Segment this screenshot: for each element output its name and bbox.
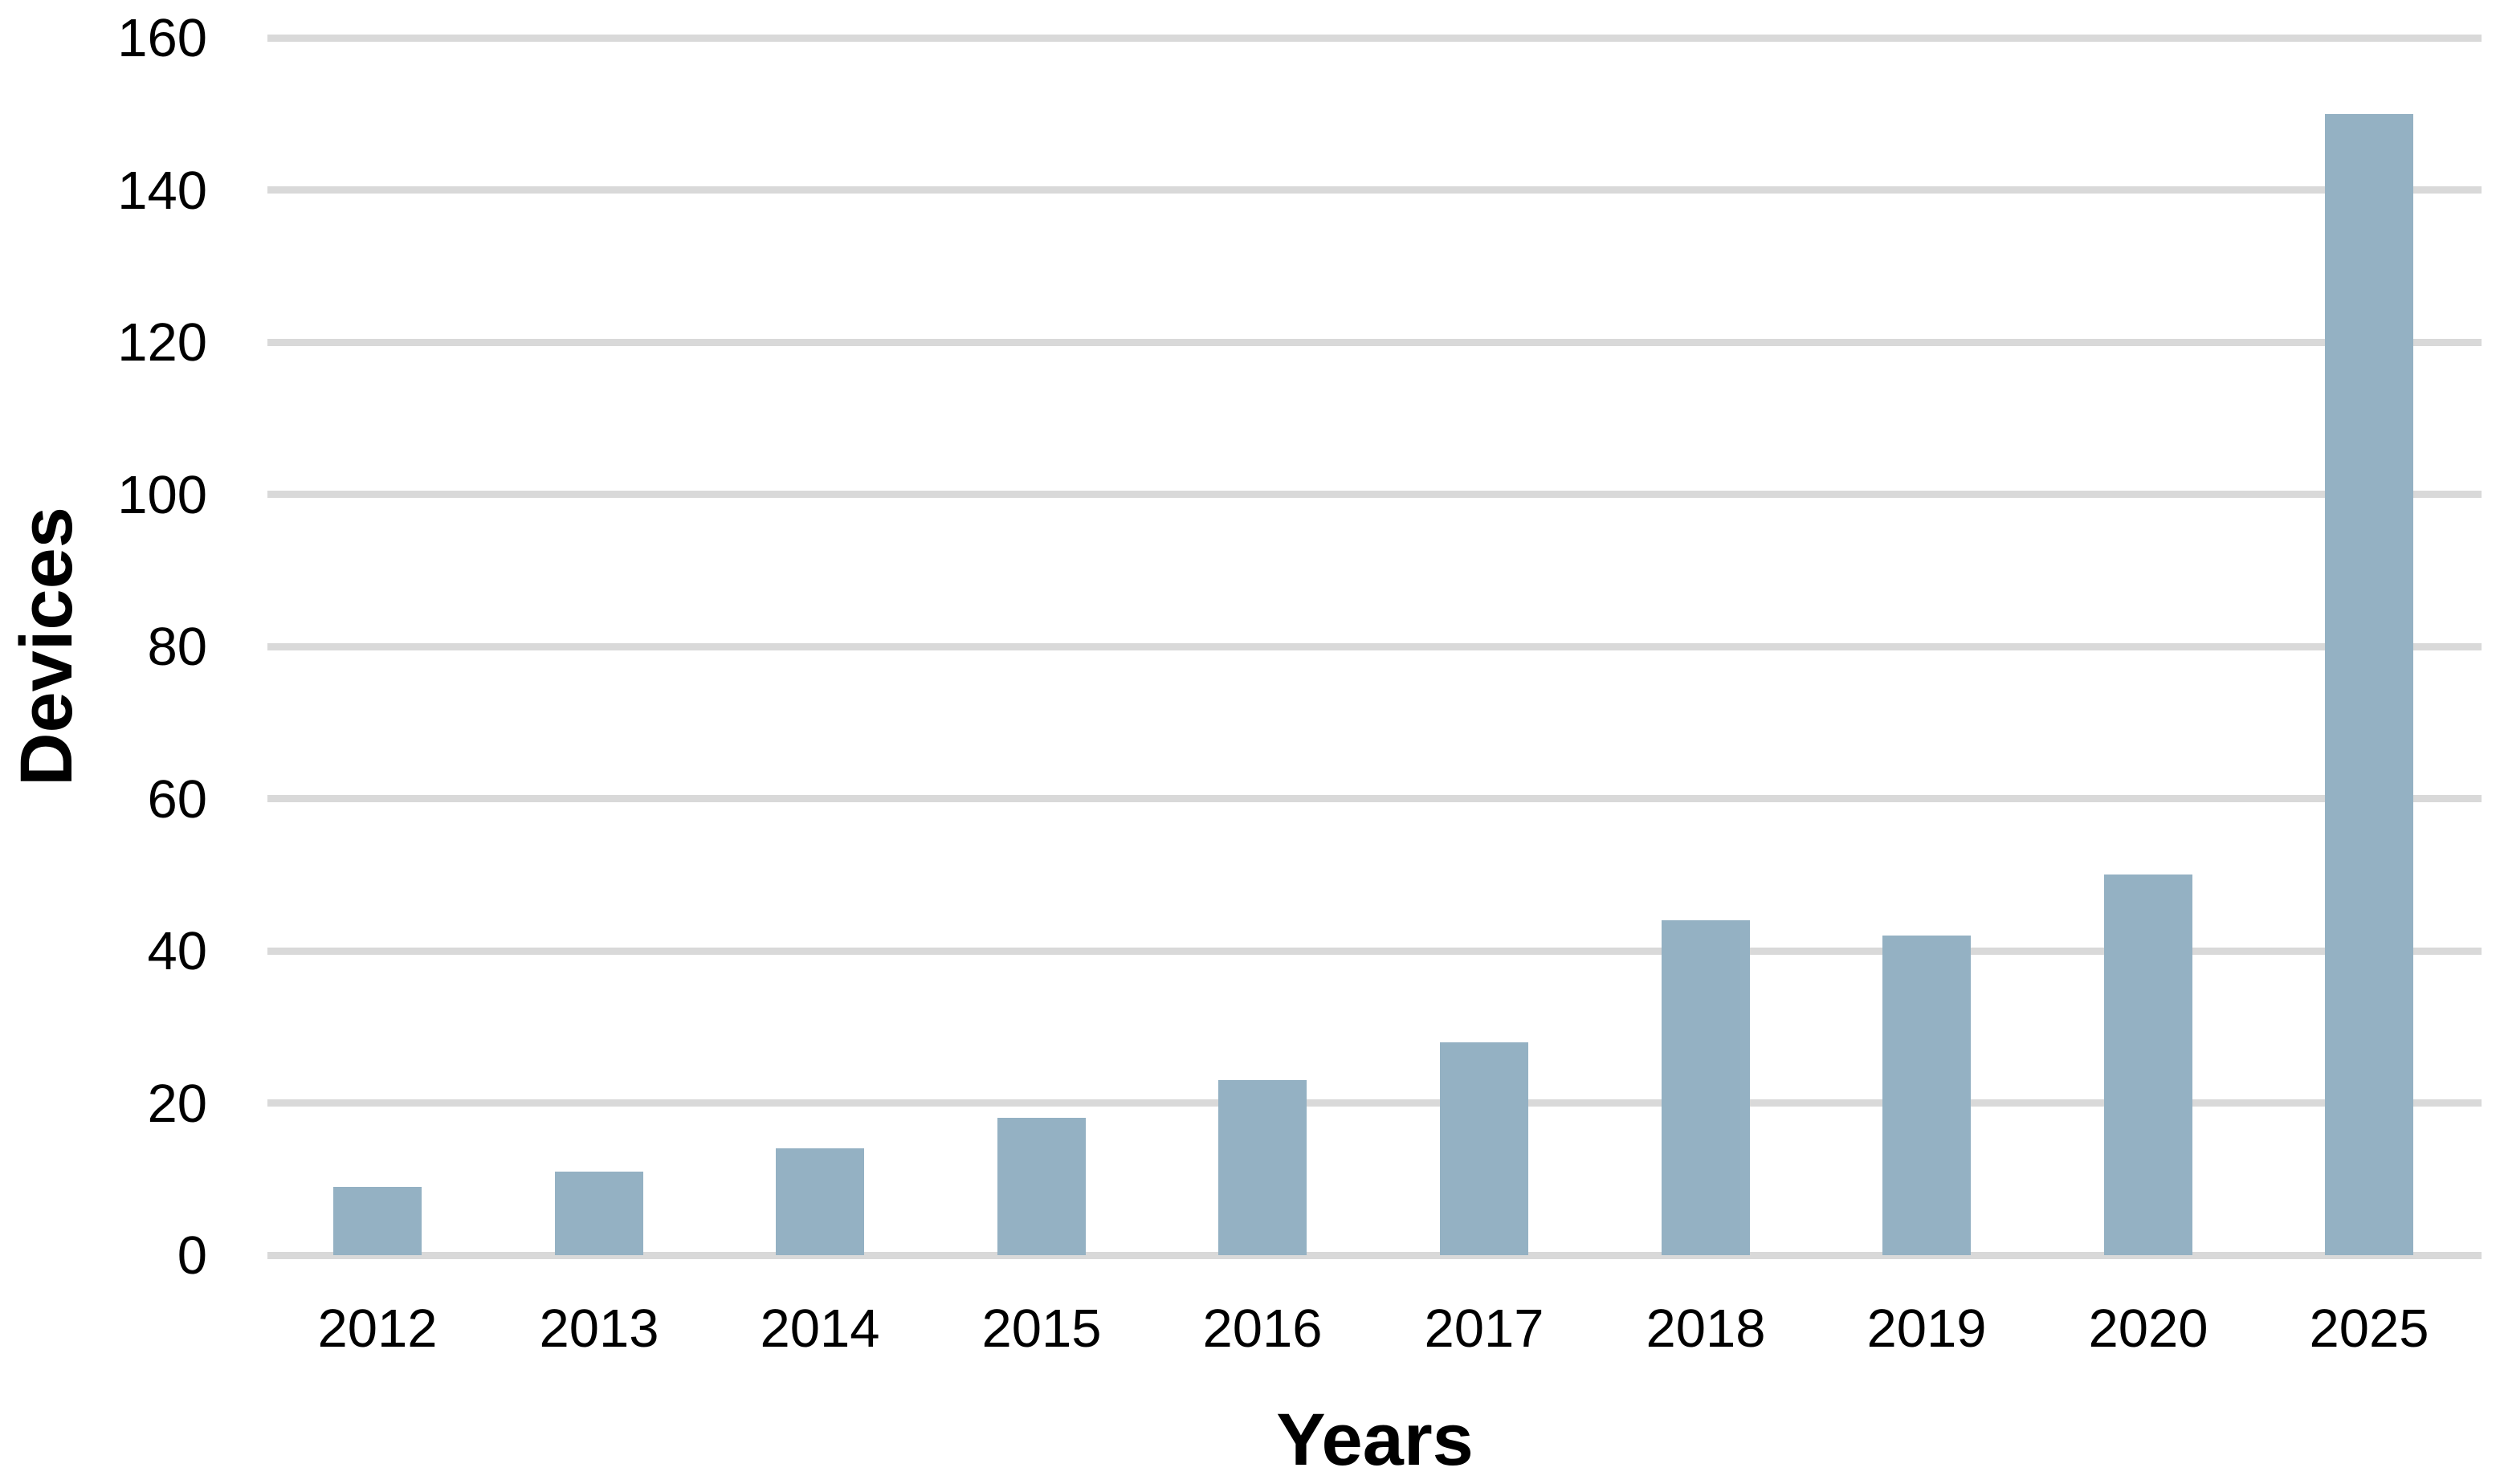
bar-2020	[2104, 874, 2192, 1255]
y-tick-label-160: 160	[117, 8, 207, 68]
bar-2012	[333, 1187, 422, 1255]
gridline-y-40	[267, 948, 2482, 955]
x-tick-label-2025: 2025	[2309, 1298, 2429, 1359]
gridline-y-160	[267, 35, 2482, 42]
y-tick-label-60: 60	[147, 769, 207, 830]
bar-2013	[555, 1172, 643, 1255]
bar-2019	[1882, 936, 1971, 1255]
y-tick-label-120: 120	[117, 312, 207, 373]
y-tick-label-80: 80	[147, 617, 207, 677]
gridline-y-0	[267, 1252, 2482, 1259]
y-tick-label-20: 20	[147, 1074, 207, 1134]
x-tick-label-2016: 2016	[1202, 1298, 1323, 1359]
y-axis-title: Devices	[6, 507, 88, 786]
x-tick-label-2017: 2017	[1424, 1298, 1544, 1359]
gridline-y-120	[267, 339, 2482, 346]
bar-2017	[1440, 1042, 1528, 1255]
x-tick-label-2019: 2019	[1866, 1298, 1987, 1359]
bar-2025	[2325, 114, 2413, 1255]
y-tick-label-140: 140	[117, 161, 207, 221]
bar-2014	[776, 1148, 864, 1255]
gridline-y-80	[267, 643, 2482, 650]
bar-2016	[1218, 1080, 1307, 1255]
x-tick-label-2014: 2014	[760, 1298, 880, 1359]
x-tick-label-2018: 2018	[1646, 1298, 1766, 1359]
y-tick-label-40: 40	[147, 921, 207, 981]
gridline-y-20	[267, 1099, 2482, 1107]
y-tick-label-100: 100	[117, 465, 207, 525]
x-axis-title: Years	[1276, 1399, 1474, 1481]
x-tick-label-2020: 2020	[2088, 1298, 2208, 1359]
bar-2018	[1662, 920, 1750, 1255]
gridline-y-100	[267, 491, 2482, 498]
bar-2015	[997, 1118, 1086, 1255]
gridline-y-140	[267, 186, 2482, 194]
x-tick-label-2015: 2015	[981, 1298, 1102, 1359]
y-tick-label-0: 0	[177, 1225, 207, 1286]
x-tick-label-2012: 2012	[317, 1298, 438, 1359]
gridline-y-60	[267, 795, 2482, 802]
x-tick-label-2013: 2013	[539, 1298, 659, 1359]
